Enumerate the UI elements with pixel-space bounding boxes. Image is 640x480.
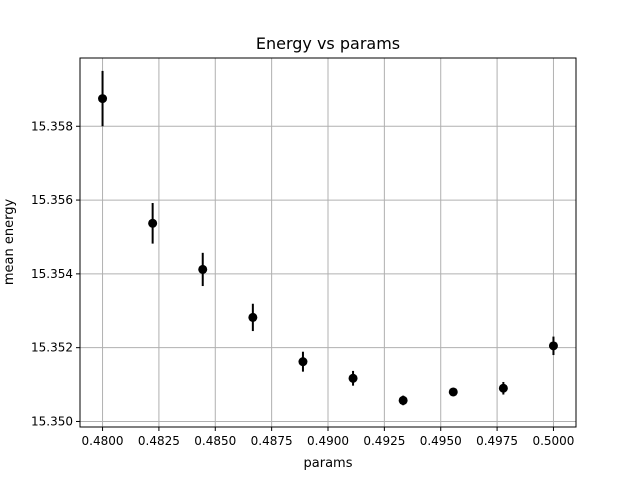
data-point bbox=[298, 357, 308, 367]
x-tick-label: 0.4825 bbox=[138, 434, 180, 448]
x-tick-label: 0.5000 bbox=[532, 434, 574, 448]
data-point bbox=[498, 383, 508, 393]
x-tick-label: 0.4975 bbox=[476, 434, 518, 448]
y-axis-label: mean energy bbox=[2, 199, 17, 286]
x-tick-label: 0.4875 bbox=[251, 434, 293, 448]
chart-title: Energy vs params bbox=[256, 34, 400, 53]
y-tick-label: 15.350 bbox=[31, 414, 73, 428]
data-point bbox=[398, 395, 408, 405]
y-tick-label: 15.354 bbox=[31, 267, 73, 281]
grid-lines bbox=[80, 58, 576, 427]
data-point bbox=[98, 94, 108, 104]
y-tick-label: 15.358 bbox=[31, 119, 73, 133]
x-axis-ticks: 0.4800 0.4825 0.4850 0.4875 0.4900 0.4925 0.49… bbox=[82, 427, 574, 448]
x-axis-label: params bbox=[304, 456, 353, 471]
y-tick-label: 15.356 bbox=[31, 193, 73, 207]
data-point bbox=[548, 341, 558, 351]
y-axis-ticks: 15.350 15.352 15.354 15.356 15.358 bbox=[31, 119, 80, 428]
x-tick-label: 0.4925 bbox=[363, 434, 405, 448]
x-tick-label: 0.4850 bbox=[194, 434, 236, 448]
x-tick-label: 0.4950 bbox=[420, 434, 462, 448]
data-point bbox=[198, 264, 208, 274]
data-point bbox=[448, 387, 458, 397]
data-points bbox=[98, 94, 558, 405]
data-point bbox=[148, 218, 158, 228]
data-point bbox=[248, 312, 258, 322]
y-tick-label: 15.352 bbox=[31, 341, 73, 355]
x-tick-label: 0.4900 bbox=[307, 434, 349, 448]
data-point bbox=[348, 373, 358, 383]
x-tick-label: 0.4800 bbox=[82, 434, 124, 448]
